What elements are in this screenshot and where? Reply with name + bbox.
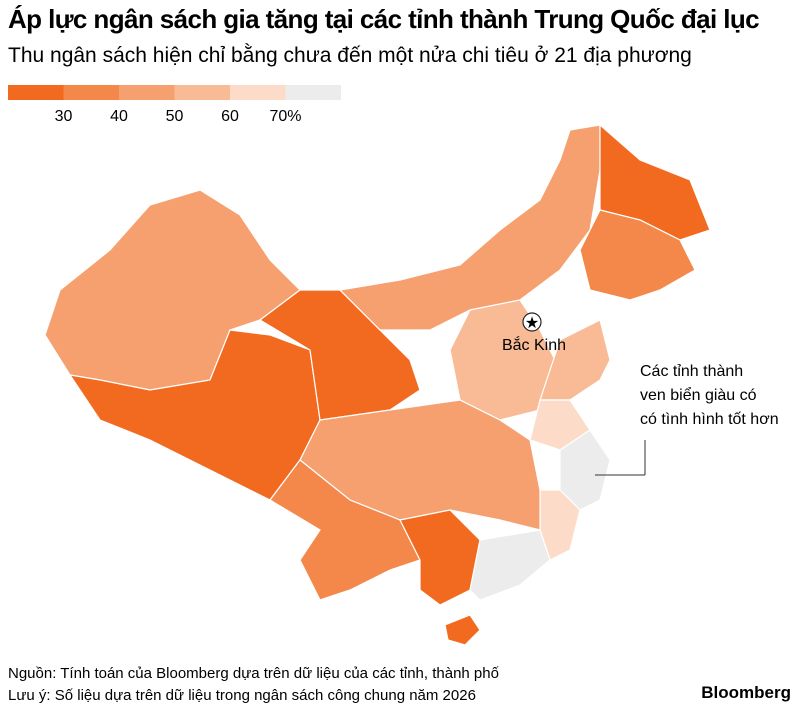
province: [258, 289, 421, 421]
legend-label: 60: [221, 108, 239, 125]
brand: Bloomberg: [701, 683, 791, 702]
province: [269, 459, 421, 601]
annotation: có tình hình tốt hơn: [640, 411, 779, 428]
legend-label: 30: [55, 108, 73, 125]
province: [579, 209, 696, 301]
note: Lưu ý: Số liệu dựa trên dữ liệu trong ng…: [8, 687, 476, 704]
annotation: ven biển giàu có: [640, 386, 757, 404]
legend-label: 40: [110, 108, 128, 125]
legend-label: 50: [166, 108, 184, 125]
source: Nguồn: Tính toán của Bloomberg dựa trên …: [8, 665, 499, 682]
province: [399, 509, 481, 606]
capital-marker: ★: [522, 312, 542, 332]
legend-swatch: [63, 85, 119, 100]
province: [338, 124, 601, 331]
legend-swatch: [8, 85, 64, 100]
province: [469, 529, 551, 601]
province: [444, 614, 481, 646]
capital-star: ★: [525, 315, 539, 332]
legend-swatch: [285, 85, 341, 100]
map: 30 40 50 60 70% ★ Bắc Kinh Các tỉnh thành: [8, 85, 779, 646]
provinces: [44, 123, 711, 646]
capital-label: Bắc Kinh: [502, 335, 566, 354]
legend-swatch: [174, 85, 230, 100]
legend-swatch: [119, 85, 175, 100]
title: Áp lực ngân sách gia tăng tại các tỉnh t…: [8, 4, 760, 34]
legend: 30 40 50 60 70%: [8, 85, 341, 125]
legend-swatch: [230, 85, 286, 100]
subtitle: Thu ngân sách hiện chỉ bằng chưa đến một…: [8, 44, 692, 67]
capital-circle: [522, 312, 542, 332]
annotation: Các tỉnh thành: [640, 363, 743, 380]
legend-label: 70%: [269, 108, 301, 125]
